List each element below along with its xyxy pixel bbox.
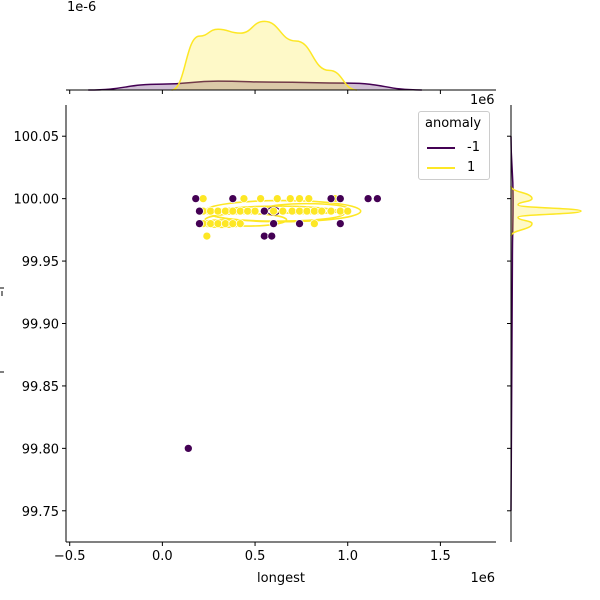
scatter-point--1 — [335, 219, 345, 228]
scatter-point-1 — [317, 206, 327, 216]
scatter-point-1 — [206, 219, 215, 228]
scatter-point-1 — [235, 219, 245, 228]
scatter-point--1 — [195, 206, 204, 216]
scatter-point-1 — [269, 206, 278, 216]
scatter-point--1 — [373, 194, 382, 203]
legend-title: anomaly — [425, 116, 482, 131]
scatter-point-1 — [221, 219, 230, 228]
top-marginal-offset-label: 1e-6 — [67, 0, 96, 15]
scatter-point-1 — [250, 206, 260, 216]
scatter-point--1 — [191, 194, 201, 203]
y-tick-label: 100.05 — [14, 130, 60, 145]
scatter-point-1 — [272, 194, 282, 203]
legend: anomaly -1 1 — [418, 111, 490, 180]
scatter-point-1 — [310, 219, 319, 228]
scatter-point-1 — [213, 219, 223, 228]
scatter-point-1 — [235, 206, 245, 216]
scatter-point-1 — [198, 194, 208, 203]
x-tick-label: 1.0 — [337, 549, 358, 564]
x-tick-label: 0.0 — [152, 549, 173, 564]
scatter-point-1 — [295, 206, 304, 216]
scatter-point-1 — [326, 206, 336, 216]
scatter-point--1 — [269, 219, 278, 228]
scatter-point--1 — [326, 194, 336, 203]
scatter-point-1 — [239, 194, 249, 203]
top-marginal-line-1 — [171, 20, 358, 91]
x-tick-label: −0.5 — [54, 549, 86, 564]
y-tick-label: 99.95 — [22, 255, 59, 270]
y-tick-label: 99.75 — [22, 505, 59, 520]
x-axis-label: longest — [257, 571, 305, 586]
y-tick-label: 100.00 — [14, 193, 60, 208]
scatter-point--1 — [195, 219, 204, 228]
legend-item-1: 1 — [427, 160, 489, 176]
scatter-point--1 — [259, 206, 269, 216]
scatter-point-1 — [335, 206, 345, 216]
scatter-point-1 — [228, 206, 238, 216]
scatter-point-1 — [302, 206, 312, 216]
scatter-point--1 — [259, 231, 269, 241]
y-tick-label: 99.90 — [22, 318, 59, 333]
y-tick-label: 99.85 — [22, 380, 59, 395]
top-marginal-fill-1 — [171, 21, 357, 90]
x-tick-label: 0.5 — [245, 549, 266, 564]
scatter-point-1 — [304, 194, 314, 203]
scatter-point--1 — [183, 444, 193, 453]
legend-item-neg1: -1 — [427, 140, 489, 156]
scatter-point--1 — [363, 194, 373, 203]
scatter-point-1 — [278, 206, 288, 216]
y-tick-label: 99.80 — [22, 442, 59, 457]
top-x-offset-label: 1e6 — [470, 93, 495, 108]
scatter-point-1 — [256, 194, 265, 203]
scatter-point-1 — [221, 206, 230, 216]
scatter-point-1 — [228, 219, 238, 228]
x-offset-label: 1e6 — [470, 571, 495, 586]
scatter-point-1 — [285, 194, 295, 203]
scatter-point--1 — [267, 231, 277, 241]
top-marginal-line--1 — [88, 80, 422, 91]
legend-swatch-1 — [427, 167, 455, 169]
scatter-point-1 — [343, 206, 353, 216]
scatter-point-1 — [243, 206, 252, 216]
scatter-point-1 — [310, 206, 319, 216]
x-tick-label: 1.5 — [430, 549, 451, 564]
scatter-point--1 — [335, 194, 345, 203]
right-marginal-line-1 — [510, 185, 582, 237]
scatter-point-1 — [206, 206, 215, 216]
legend-swatch-neg1 — [427, 147, 455, 149]
scatter-point-1 — [295, 194, 304, 203]
scatter-point--1 — [295, 219, 304, 228]
scatter-point--1 — [228, 194, 238, 203]
scatter-point-1 — [202, 231, 212, 241]
scatter-point-1 — [213, 206, 223, 216]
scatter-point-1 — [287, 206, 297, 216]
